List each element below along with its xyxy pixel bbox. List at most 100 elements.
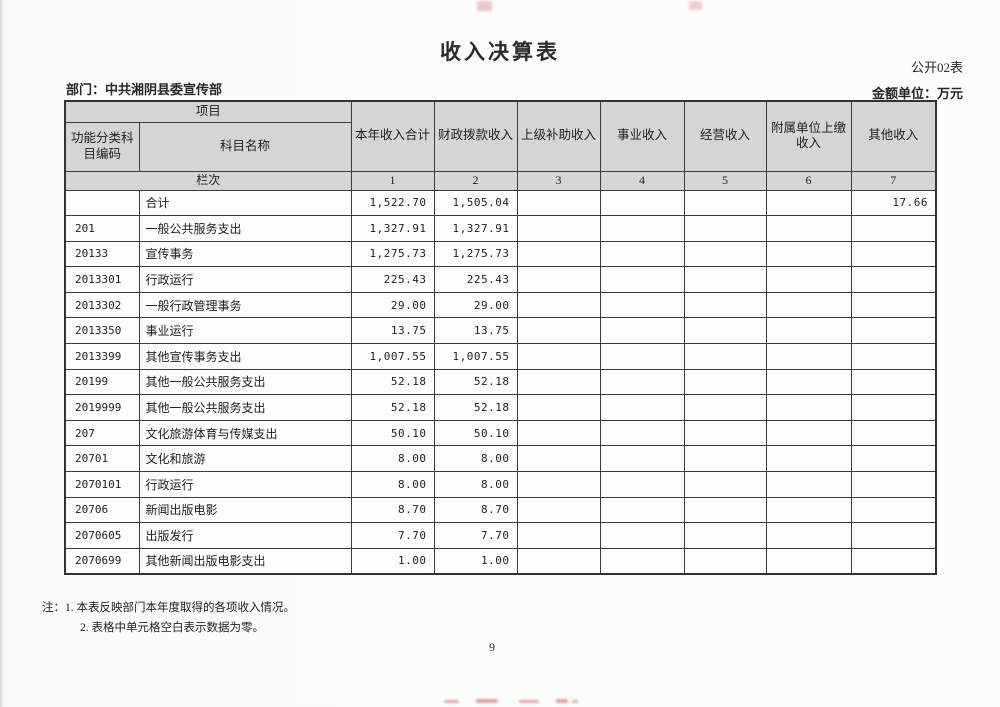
value-cell-other-income <box>850 215 937 242</box>
table-row: 2019999 其他一般公共服务支出 52.18 52.18 <box>64 394 937 421</box>
table-row: 2070101 行政运行 8.00 8.00 <box>64 471 937 498</box>
value-cell-operating-income <box>683 471 767 498</box>
value-cell-total-income: 225.43 <box>350 266 435 293</box>
value-cell-other-income <box>850 471 937 498</box>
value-cell-superior-subsidy <box>516 419 601 447</box>
value-cell-other-income: 17.66 <box>850 189 937 217</box>
table-row: 2013399 其他宣传事务支出 1,007.55 1,007.55 <box>64 343 937 370</box>
value-cell-total-income: 1,327.91 <box>350 215 435 242</box>
ink-bleed-mark <box>556 699 568 703</box>
value-cell-total-income: 1.00 <box>350 547 435 575</box>
subject-name-cell: 文化旅游体育与传媒支出 <box>138 419 352 447</box>
subject-code-cell: 2013301 <box>64 266 140 293</box>
subject-code-cell: 2013350 <box>64 317 140 345</box>
value-cell-total-income: 13.75 <box>350 317 435 345</box>
value-cell-operating-income <box>683 445 767 473</box>
subject-code-cell: 2070101 <box>64 471 140 498</box>
value-cell-fiscal-appropriation: 13.75 <box>433 317 518 345</box>
footnote-1: 注：1. 本表反映部门本年度取得的各项收入情况。 <box>42 602 295 614</box>
value-cell-business-income <box>599 240 685 268</box>
column-header-business-income: 事业收入 <box>599 100 685 172</box>
value-cell-total-income: 29.00 <box>350 291 435 319</box>
ink-bleed-mark <box>477 1 492 11</box>
value-cell-other-income <box>850 496 937 524</box>
subject-code-cell: 20706 <box>64 496 140 524</box>
value-cell-other-income <box>850 445 937 473</box>
page-number: 9 <box>489 640 495 654</box>
table-row: 201 一般公共服务支出 1,327.91 1,327.91 <box>64 215 937 242</box>
value-cell-total-income: 7.70 <box>350 522 435 549</box>
column-number: 1 <box>350 170 435 191</box>
column-header-superior-subsidy: 上级补助收入 <box>516 100 601 172</box>
subject-code-cell: 2013399 <box>64 343 140 370</box>
value-cell-business-income <box>599 445 685 473</box>
table-row: 合计 1,522.70 1,505.04 17.66 <box>64 189 937 217</box>
subject-name-cell: 一般公共服务支出 <box>138 215 352 242</box>
value-cell-superior-subsidy <box>516 343 601 370</box>
scan-edge-shadow <box>0 0 2 707</box>
value-cell-subordinate-remittance <box>765 394 852 421</box>
table-row: 2070605 出版发行 7.70 7.70 <box>64 522 937 549</box>
subject-code-cell: 20133 <box>64 240 140 268</box>
value-cell-total-income: 52.18 <box>350 368 435 396</box>
value-cell-superior-subsidy <box>516 215 601 242</box>
value-cell-fiscal-appropriation: 8.00 <box>433 471 518 498</box>
value-cell-superior-subsidy <box>516 240 601 268</box>
name-column-header: 科目名称 <box>138 121 352 172</box>
value-cell-superior-subsidy <box>516 368 601 396</box>
value-cell-operating-income <box>683 240 767 268</box>
value-cell-business-income <box>599 266 685 293</box>
value-cell-subordinate-remittance <box>765 547 852 575</box>
column-header-operating-income: 经营收入 <box>683 100 767 172</box>
amount-unit-label: 金额单位：万元 <box>871 86 963 101</box>
footnote-2: 2. 表格中单元格空白表示数据为零。 <box>80 622 264 635</box>
subject-name-cell: 其他宣传事务支出 <box>138 343 352 370</box>
value-cell-operating-income <box>683 522 767 549</box>
value-cell-subordinate-remittance <box>765 496 852 524</box>
subject-code-cell: 207 <box>64 419 140 447</box>
value-cell-business-income <box>599 317 685 345</box>
value-cell-operating-income <box>683 496 767 524</box>
value-cell-fiscal-appropriation: 1,327.91 <box>433 215 518 242</box>
value-cell-operating-income <box>683 266 767 293</box>
value-cell-superior-subsidy <box>516 317 601 345</box>
value-cell-total-income: 52.18 <box>350 394 435 421</box>
value-cell-business-income <box>599 471 685 498</box>
column-header-subordinate-remittance: 附属单位上缴收入 <box>765 100 852 172</box>
value-cell-superior-subsidy <box>516 522 601 549</box>
table-row: 2013302 一般行政管理事务 29.00 29.00 <box>64 291 937 319</box>
column-number: 6 <box>765 170 852 191</box>
value-cell-operating-income <box>683 419 767 447</box>
value-cell-operating-income <box>683 215 767 242</box>
subject-name-cell: 行政运行 <box>138 471 352 498</box>
value-cell-business-income <box>599 343 685 370</box>
subject-name-cell: 事业运行 <box>138 317 352 345</box>
value-cell-other-income <box>850 394 937 421</box>
value-cell-business-income <box>599 368 685 396</box>
column-number: 5 <box>683 170 767 191</box>
subject-name-cell: 出版发行 <box>138 522 352 549</box>
subject-name-cell: 合计 <box>138 189 352 217</box>
footnotes: 注：1. 本表反映部门本年度取得的各项收入情况。 2. 表格中单元格空白表示数据… <box>42 598 295 639</box>
value-cell-business-income <box>599 547 685 575</box>
table-row: 20701 文化和旅游 8.00 8.00 <box>64 445 937 473</box>
ink-bleed-mark <box>476 699 498 703</box>
value-cell-operating-income <box>683 394 767 421</box>
code-column-header: 功能分类科目编码 <box>64 121 140 172</box>
subject-name-cell: 一般行政管理事务 <box>138 291 352 319</box>
subject-code-cell: 201 <box>64 215 140 242</box>
value-cell-total-income: 50.10 <box>350 419 435 447</box>
value-cell-superior-subsidy <box>516 291 601 319</box>
value-cell-total-income: 1,522.70 <box>350 189 435 217</box>
value-cell-operating-income <box>683 547 767 575</box>
value-cell-other-income <box>850 291 937 319</box>
subject-name-cell: 文化和旅游 <box>138 445 352 473</box>
table-body: 合计 1,522.70 1,505.04 17.66 201 一般公共服务支出 … <box>64 189 937 575</box>
revenue-final-accounts-table: 项目 本年收入合计 财政拨款收入 上级补助收入 事业收入 经营收入 附属单位上缴… <box>64 100 938 575</box>
value-cell-business-income <box>599 215 685 242</box>
value-cell-superior-subsidy <box>516 547 601 575</box>
subject-code-cell: 2070605 <box>64 522 140 549</box>
value-cell-operating-income <box>683 343 767 370</box>
value-cell-operating-income <box>683 291 767 319</box>
